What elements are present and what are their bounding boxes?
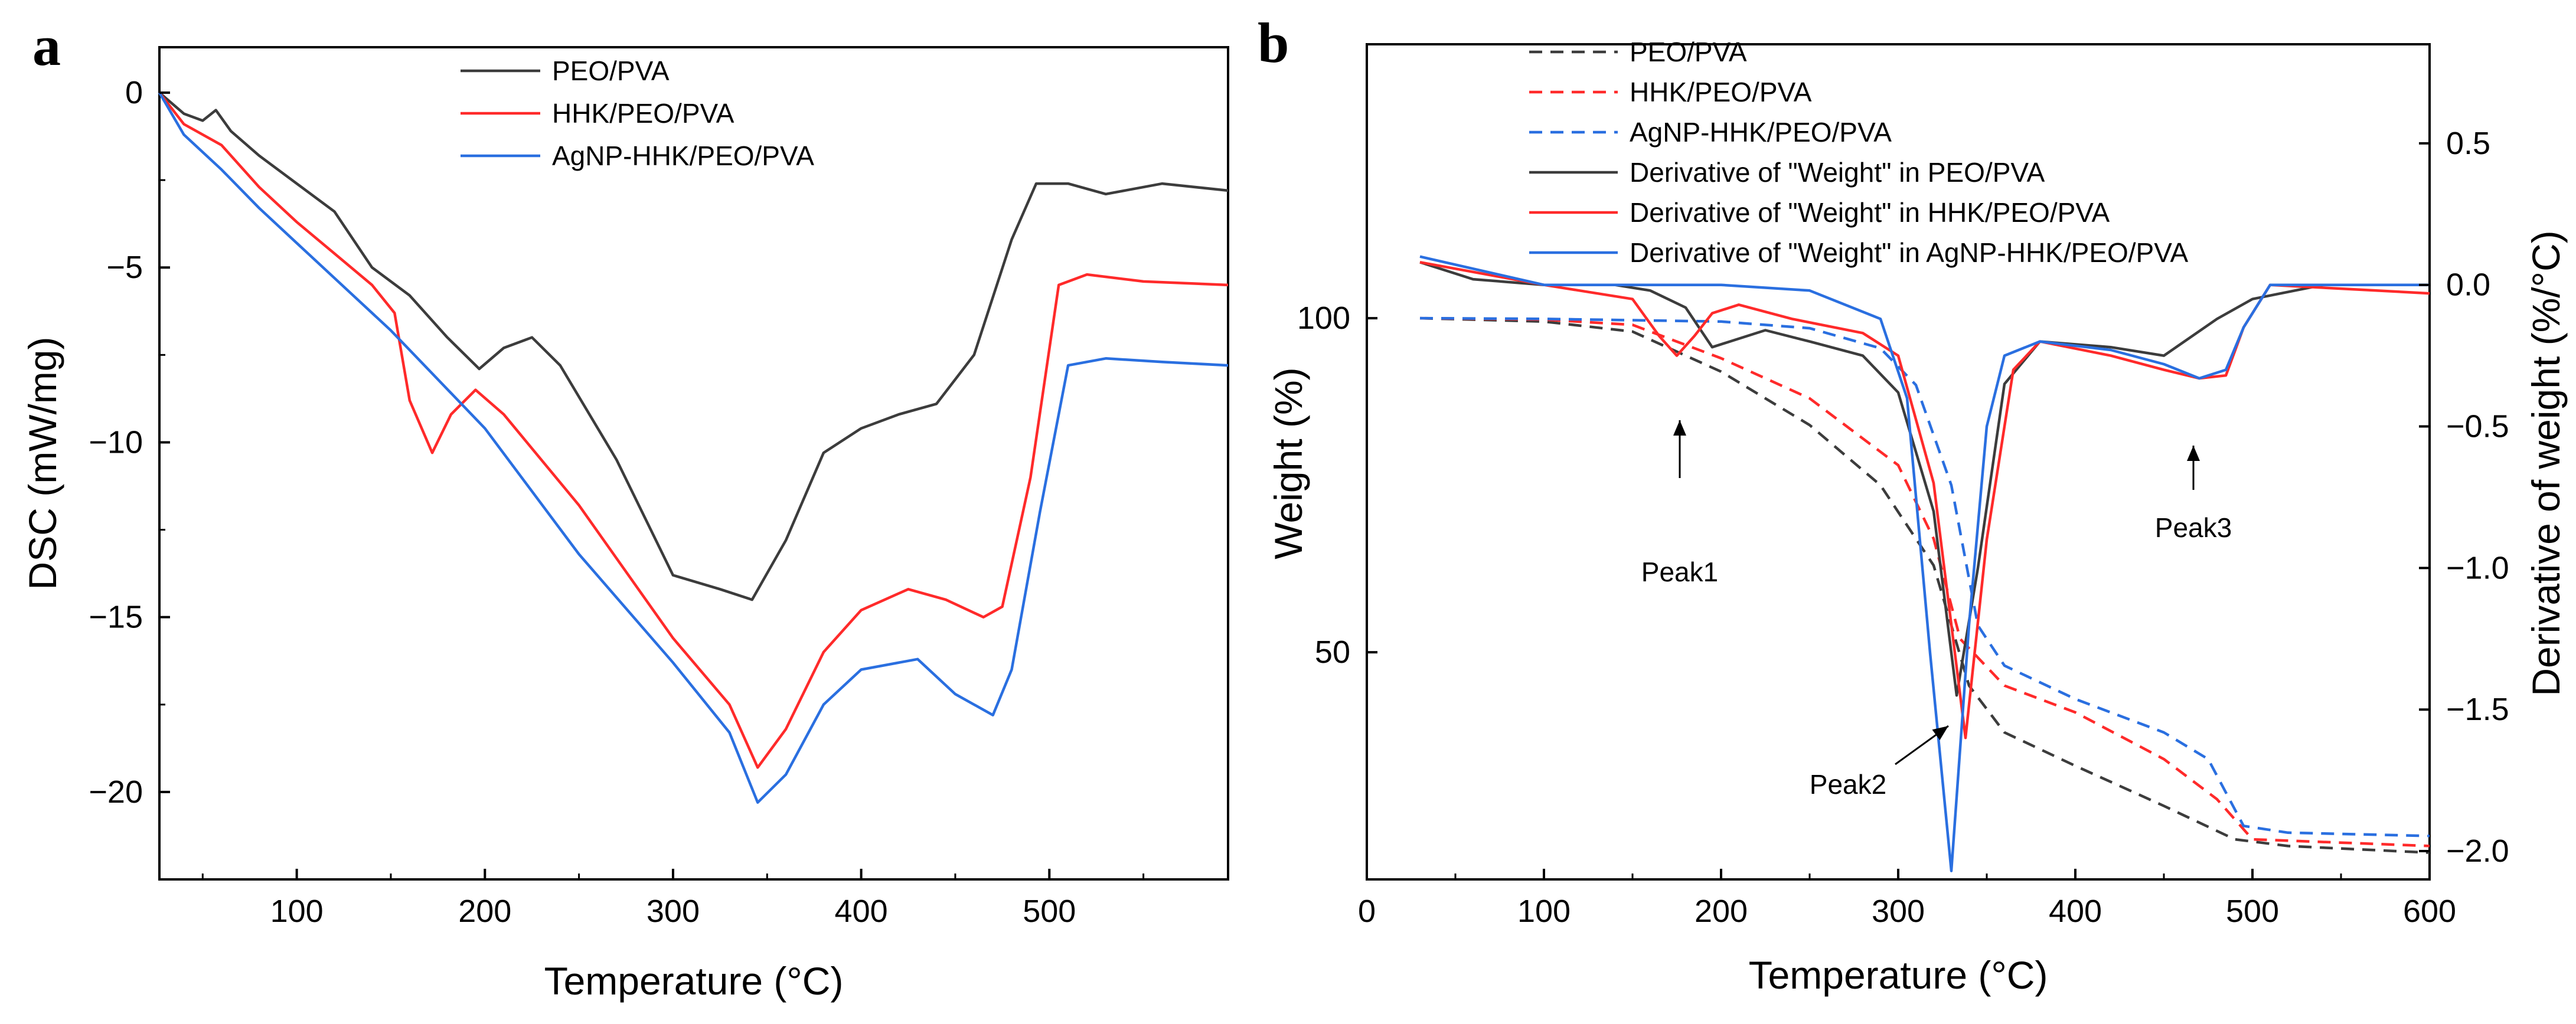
panel-b-x-tick-label: 600	[2403, 894, 2456, 929]
panel-a-series-line-agnp-hhk-peo-pva	[158, 91, 1229, 804]
panel-b-ticks: 0 100 200 300 400 500 600 50 100 0.5 0.0 −0.5 −1.0 −1…	[1297, 126, 2509, 929]
panel-b-x-tick-label: 0	[1358, 894, 1376, 929]
panel-b-series-line-hhk-peo-pva	[1419, 316, 2430, 848]
panel-b-legend: PEO/PVA HHK/PEO/PVA AgNP-HHK/PEO/PVA Deriva…	[1529, 37, 2189, 268]
panel-b-x-tick-label: 300	[1872, 894, 1925, 929]
panel-b-annotation-peak1: Peak1	[1641, 557, 1718, 587]
panel-b-y2-tick-label: −1.0	[2446, 550, 2509, 585]
panel-b-x-tick-label: 500	[2226, 894, 2279, 929]
panel-b-y2-axis-title: Derivative of weight (%/°C)	[2524, 230, 2568, 696]
panel-b-series-line-derivative-of-weight-in-peo-pva	[1419, 261, 2430, 697]
panel-a-series-line-peo-pva	[158, 91, 1229, 601]
panel-a-series-line-hhk-peo-pva	[158, 91, 1229, 769]
panel-b-legend-label-hhk-peo-pva: HHK/PEO/PVA	[1630, 77, 1812, 107]
panel-a-x-tick-label: 400	[835, 894, 888, 929]
panel-a-y-tick-label: 0	[125, 75, 143, 110]
panel-b-annotation-arrowhead	[2187, 446, 2200, 461]
panel-a-x-axis-title: Temperature (°C)	[544, 959, 844, 1003]
panel-b-x-axis-title: Temperature (°C)	[1749, 953, 2048, 997]
panel-b-series-line-peo-pva	[1419, 316, 2430, 854]
panel-b-series-group	[1419, 255, 2430, 872]
panel-b-y2-tick-label: 0.5	[2446, 126, 2490, 161]
panel-b-legend-label-derivative-of-weight-in-agnp-hhk-peo-pva: Derivative of "Weight" in AgNP-HHK/PEO/P…	[1630, 237, 2189, 268]
panel-a-legend-label-peo-pva: PEO/PVA	[552, 55, 670, 86]
panel-b-x-tick-label: 200	[1695, 894, 1748, 929]
panel-b-annotation-peak2: Peak2	[1810, 769, 1886, 800]
panel-b-y-axis-title: Weight (%)	[1266, 367, 1310, 559]
panel-a-x-tick-label: 100	[270, 894, 324, 929]
panel-a-y-tick-label: −5	[106, 250, 143, 285]
panel-b-series-line-agnp-hhk-peo-pva	[1419, 316, 2430, 837]
panel-b-y-tick-label: 50	[1315, 634, 1350, 670]
panel-a-letter: a	[32, 14, 61, 77]
panel-b-y2-tick-label: −1.5	[2446, 692, 2509, 727]
panel-a-series-group	[158, 91, 1229, 804]
panel-b-series-line-derivative-of-weight-in-hhk-peo-pva	[1419, 261, 2430, 740]
panel-b-legend-label-peo-pva: PEO/PVA	[1630, 37, 1747, 67]
panel-b-tga-chart: b 0 100 200 300 400 500 600 50 100 0.5 0.0 −0.5 −1.0…	[1258, 11, 2568, 997]
panel-a-legend-label-hhk-peo-pva: HHK/PEO/PVA	[552, 98, 734, 129]
panel-b-y-tick-label: 100	[1297, 300, 1350, 336]
panel-b-x-tick-label: 100	[1517, 894, 1571, 929]
panel-b-legend-label-derivative-of-weight-in-peo-pva: Derivative of "Weight" in PEO/PVA	[1630, 157, 2045, 188]
panel-a-legend-label-agnp-hhk-peo-pva: AgNP-HHK/PEO/PVA	[552, 140, 814, 171]
panel-a-legend: PEO/PVA HHK/PEO/PVA AgNP-HHK/PEO/PVA	[461, 55, 814, 171]
panel-b-annotation-peak3: Peak3	[2155, 512, 2232, 543]
panel-b-annotation-arrowhead	[1673, 420, 1686, 436]
panel-b-y2-tick-label: −0.5	[2446, 409, 2509, 444]
panel-a-y-tick-label: −10	[89, 424, 143, 460]
panel-a-plot-frame	[158, 46, 1229, 881]
panel-b-annotations: Peak1 Peak2 Peak3	[1641, 420, 2232, 800]
panel-b-legend-label-agnp-hhk-peo-pva: AgNP-HHK/PEO/PVA	[1630, 117, 1892, 148]
panel-b-annotation-arrowhead	[1932, 726, 1948, 741]
panel-b-x-tick-label: 400	[2049, 894, 2102, 929]
panel-a-dsc-chart: a 100 200 300 400 500 0 −5 −10 −15 −20 Temperatur…	[21, 14, 1229, 1003]
panel-a-x-tick-label: 300	[647, 894, 700, 929]
panel-b-y2-tick-label: −2.0	[2446, 833, 2509, 869]
panel-a-y-tick-label: −20	[89, 774, 143, 810]
panel-a-y-tick-label: −15	[89, 600, 143, 635]
panel-a-y-axis-title: DSC (mW/mg)	[21, 337, 64, 590]
panel-b-y2-tick-label: 0.0	[2446, 267, 2490, 303]
panel-b-letter: b	[1258, 11, 1289, 74]
panel-a-x-tick-label: 200	[458, 894, 511, 929]
panel-a-ticks: 100 200 300 400 500 0 −5 −10 −15 −20	[89, 75, 1145, 929]
panel-b-legend-label-derivative-of-weight-in-hhk-peo-pva: Derivative of "Weight" in HHK/PEO/PVA	[1630, 197, 2110, 228]
panel-a-x-tick-label: 500	[1023, 894, 1076, 929]
panel-b-series-line-derivative-of-weight-in-agnp-hhk-peo-pva	[1419, 255, 2430, 872]
